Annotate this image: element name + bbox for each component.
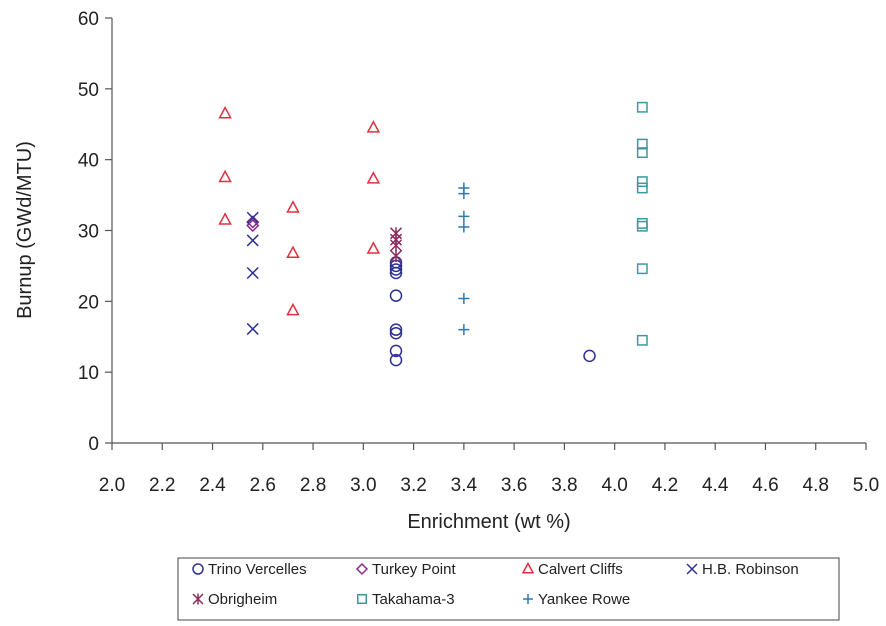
legend-item: Obrigheim <box>192 591 277 608</box>
data-point <box>458 221 470 233</box>
series-trino-vercelles <box>389 256 596 367</box>
legend: Trino Vercelles Turkey Point Calvert Cliff… <box>177 557 840 621</box>
data-point <box>389 344 403 358</box>
data-point <box>389 263 403 276</box>
x-tick-label: 4.6 <box>752 475 778 496</box>
y-tick-label: 0 <box>88 434 99 455</box>
legend-label: H.B. Robinson <box>702 561 799 578</box>
x-tick-label: 3.0 <box>350 475 376 496</box>
data-point <box>366 171 381 184</box>
data-point <box>389 289 403 302</box>
data-point <box>636 138 648 150</box>
y-tick-label: 60 <box>78 9 99 30</box>
legend-marker <box>523 594 533 604</box>
legend-label: Turkey Point <box>372 561 456 578</box>
data-point <box>286 200 300 213</box>
x-tick-label: 4.4 <box>702 475 729 496</box>
legend-item: Trino Vercelles <box>192 561 307 578</box>
data-point <box>218 212 232 225</box>
series-takahama-3 <box>636 101 648 346</box>
legend-item: Turkey Point <box>355 561 456 578</box>
data-point <box>636 263 648 275</box>
x-tick-label: 3.4 <box>451 475 478 496</box>
data-point <box>389 353 403 367</box>
x-tick-label: 5.0 <box>853 475 879 496</box>
data-point <box>366 120 381 133</box>
y-tick-label: 20 <box>78 292 99 313</box>
x-tick-label: 2.8 <box>300 475 326 496</box>
data-point <box>389 249 403 263</box>
x-tick-label: 2.4 <box>199 475 226 496</box>
data-point <box>246 218 260 233</box>
legend-marker <box>192 593 204 605</box>
data-point <box>218 169 232 183</box>
data-point <box>389 323 403 336</box>
legend-marker <box>357 594 367 604</box>
series-calvert-cliffs <box>218 105 381 316</box>
tick-labels: 0 10 20 30 40 50 60 2.0 2.2 2.4 2.6 2.8 3.0 3.2 3.4 3.6… <box>78 9 879 496</box>
legend-label: Trino Vercelles <box>208 561 307 578</box>
y-tick-label: 50 <box>78 80 99 101</box>
y-tick-label: 30 <box>78 222 99 243</box>
legend-label: Calvert Cliffs <box>538 561 623 578</box>
legend-item: Takahama-3 <box>357 591 455 608</box>
data-point <box>246 322 259 335</box>
data-point <box>636 182 648 194</box>
data-point <box>246 215 260 229</box>
y-tick-label: 10 <box>78 363 99 384</box>
legend-box <box>177 557 840 621</box>
data-point <box>246 234 259 247</box>
legend-marker <box>355 562 369 576</box>
legend-label: Obrigheim <box>208 591 277 608</box>
data-point <box>583 349 596 363</box>
data-point <box>246 211 259 224</box>
data-point <box>636 334 648 346</box>
x-tick-label: 3.2 <box>400 475 426 496</box>
axes <box>111 18 866 444</box>
series-yankee-rowe <box>458 182 470 336</box>
x-tick-label: 2.2 <box>149 475 175 496</box>
data-point <box>636 217 648 229</box>
data-point <box>636 147 648 159</box>
data-points <box>218 101 648 367</box>
x-tick-label: 2.0 <box>99 475 125 496</box>
legend-item: Calvert Cliffs <box>521 561 623 578</box>
legend-item: Yankee Rowe <box>523 591 630 608</box>
data-point <box>286 302 300 316</box>
axis-ticks <box>105 17 867 450</box>
series-obrigheim <box>389 227 403 263</box>
legend-marker <box>521 561 535 574</box>
data-point <box>389 239 403 252</box>
x-tick-label: 2.6 <box>250 475 276 496</box>
x-tick-label: 3.6 <box>501 475 527 496</box>
data-point <box>636 220 648 232</box>
legend-marker <box>686 563 698 575</box>
data-point <box>458 210 470 222</box>
x-tick-label: 3.8 <box>551 475 577 496</box>
legend-item: H.B. Robinson <box>686 561 799 578</box>
data-point <box>458 188 470 200</box>
x-tick-label: 4.0 <box>601 475 627 496</box>
series-turkey-point <box>246 215 260 233</box>
x-tick-label: 4.8 <box>803 475 829 496</box>
data-point <box>246 266 259 280</box>
data-point <box>366 241 381 254</box>
data-point <box>218 105 232 119</box>
legend-label: Takahama-3 <box>372 591 455 608</box>
data-point <box>389 326 403 340</box>
series-h-b-robinson <box>246 211 259 335</box>
x-axis-title: Enrichment (wt %) <box>407 511 570 533</box>
data-point <box>458 324 470 336</box>
legend-marker <box>192 563 204 575</box>
data-point <box>636 101 648 113</box>
y-axis-title: Burnup (GWd/MTU) <box>14 141 36 319</box>
data-point <box>636 176 648 188</box>
y-tick-label: 40 <box>78 151 99 172</box>
legend-label: Yankee Rowe <box>538 591 630 608</box>
data-point <box>458 293 470 304</box>
data-point <box>286 245 300 259</box>
x-tick-label: 4.2 <box>652 475 678 496</box>
